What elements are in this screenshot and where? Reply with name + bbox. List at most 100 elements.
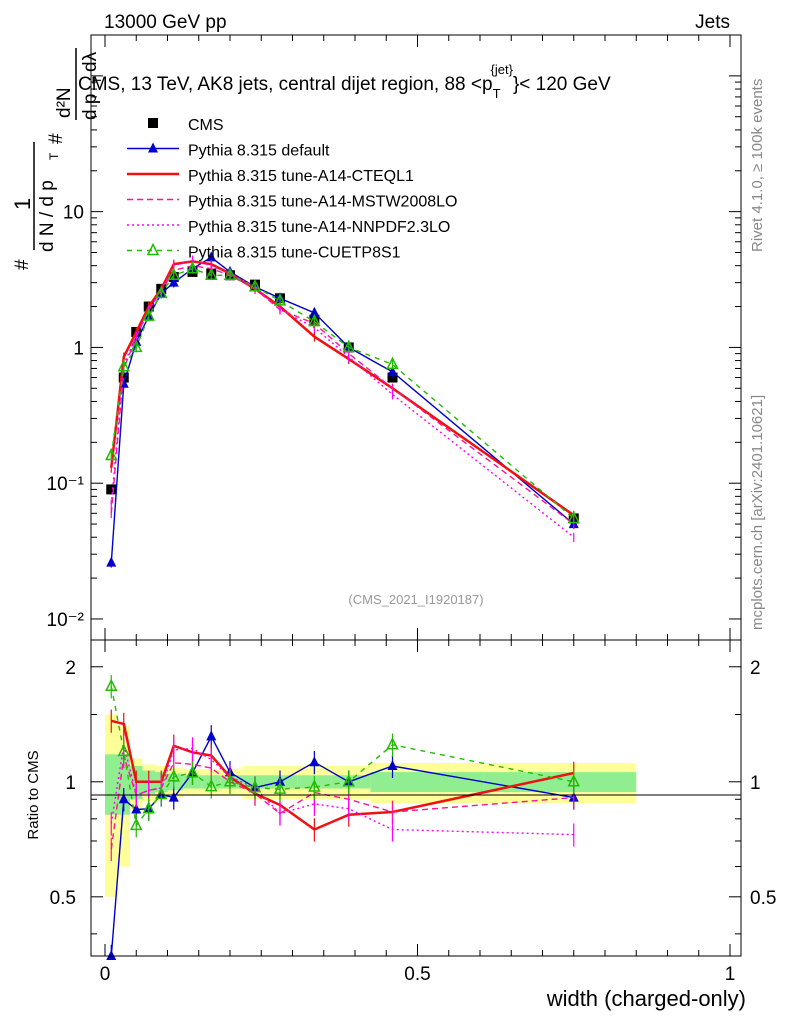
y-axis-label: # 1 d N / d p T # d²N d p T dλ xyxy=(10,48,104,270)
plot-title: CMS, 13 TeV, AK8 jets, central dijet reg… xyxy=(78,62,611,101)
data-point-pythia_default xyxy=(206,251,217,262)
y-tick-label: 10⁻¹ xyxy=(47,474,85,495)
ratio-y-tick-label-right: 2 xyxy=(750,658,761,679)
series-line-cteql1 xyxy=(110,260,575,517)
ratio-line-cuetp8s1 xyxy=(110,686,574,828)
series-line-mstw xyxy=(110,264,575,525)
plot-title-main: CMS, 13 TeV, AK8 jets, central dijet reg… xyxy=(78,74,493,95)
data-point-cuetp8s1 xyxy=(186,261,199,274)
data-point-cuetp8s1 xyxy=(223,267,237,281)
ratio-point-cuetp8s1 xyxy=(386,737,399,750)
ratio-y-tick-label-right: 0.5 xyxy=(750,888,776,909)
data-point-cuetp8s1 xyxy=(205,267,218,281)
ratio-point-cuetp8s1 xyxy=(142,801,155,814)
ratio-plot-frame xyxy=(90,639,742,957)
y-tick-label: 10⁻² xyxy=(47,610,85,631)
ratio-axis-label: Ratio to CMS xyxy=(25,750,42,839)
x-axis-label: width (charged-only) xyxy=(546,986,746,1011)
ratio-point-cuetp8s1 xyxy=(205,778,218,792)
x-tick-label: 1 xyxy=(725,964,736,985)
header-left: 13000 GeV pp xyxy=(104,12,227,33)
x-tick-label: 0.5 xyxy=(404,964,430,985)
data-point-cuetp8s1 xyxy=(248,279,262,292)
ratio-point-cuetp8s1 xyxy=(105,678,118,692)
data-point-cuetp8s1 xyxy=(117,359,130,372)
legend-label-cteql1: Pythia 8.315 tune-A14-CTEQL1 xyxy=(188,168,414,185)
data-point-pythia_default xyxy=(106,556,117,567)
ratio-y-tick-label: 2 xyxy=(65,658,76,679)
ratio-band-inner xyxy=(483,772,637,793)
data-point-cuetp8s1 xyxy=(273,293,287,306)
data-point-cuetp8s1 xyxy=(130,339,143,353)
ratio-point-pythia_default xyxy=(118,793,129,804)
y-label-dpt: d p xyxy=(80,94,101,120)
ratio-point-pythia_default xyxy=(309,756,320,767)
series-line-nnpdf xyxy=(110,259,575,538)
side-label-rivet: Rivet 4.1.0, ≥ 100k events xyxy=(749,79,766,252)
legend-label-cms: CMS xyxy=(188,117,224,134)
ratio-point-cuetp8s1 xyxy=(342,774,355,787)
ratio-point-pythia_default xyxy=(168,791,179,802)
legend-label-cuetp8s1: Pythia 8.315 tune-CUETP8S1 xyxy=(188,245,401,262)
x-tick-label: 0 xyxy=(100,964,111,985)
y-label-one: 1 xyxy=(10,198,35,210)
legend-label-mstw: Pythia 8.315 tune-A14-MSTW2008LO xyxy=(188,194,457,211)
y-label-dlambda: dλ xyxy=(80,51,101,72)
plot-title-sub: T xyxy=(493,86,501,101)
ratio-y-tick-label: 0.5 xyxy=(50,888,76,909)
ratio-point-pythia_default xyxy=(131,803,142,814)
ratio-point-cuetp8s1 xyxy=(155,786,168,800)
ratio-point-cuetp8s1 xyxy=(167,769,180,782)
header-right: Jets xyxy=(695,12,730,33)
data-point-cuetp8s1 xyxy=(386,356,399,370)
data-point-cuetp8s1 xyxy=(567,510,580,524)
data-point-pythia_default xyxy=(168,276,179,287)
y-label-T2: T xyxy=(90,76,104,84)
y-label-hash1: # xyxy=(12,259,33,270)
y-tick-label: 10 xyxy=(63,203,84,224)
ratio-y-tick-label: 1 xyxy=(65,773,76,794)
ratio-point-cuetp8s1 xyxy=(248,779,262,793)
data-point-cuetp8s1 xyxy=(342,339,355,353)
series-line-pythia_default xyxy=(110,256,575,563)
ratio-point-cuetp8s1 xyxy=(223,774,237,787)
y-label-dndpt: d N / d p xyxy=(37,180,58,252)
data-point-cms xyxy=(106,484,117,495)
ratio-point-pythia_default xyxy=(206,730,217,741)
y-label-d2n: d²N xyxy=(54,87,75,118)
data-point-pythia_default xyxy=(387,365,398,376)
y-tick-label: 1 xyxy=(73,338,84,359)
data-point-cuetp8s1 xyxy=(142,308,155,321)
plot-title-sup: {jet} xyxy=(491,62,514,77)
legend-marker-pythia_default xyxy=(148,142,158,153)
legend-marker-cuetp8s1 xyxy=(146,242,160,256)
data-point-cuetp8s1 xyxy=(105,447,118,461)
side-label-mcplots: mcplots.cern.ch [arXiv:2401.10621] xyxy=(749,395,766,630)
ratio-point-cuetp8s1 xyxy=(567,774,580,787)
ratio-line-mstw xyxy=(110,755,574,850)
legend-label-pythia_default: Pythia 8.315 default xyxy=(188,143,330,160)
ratio-y-tick-label-right: 1 xyxy=(750,773,761,794)
y-label-T1: T xyxy=(47,152,61,160)
ratio-point-cuetp8s1 xyxy=(273,781,287,794)
legend: CMS Pythia 8.315 default Pythia 8.315 tune… xyxy=(127,117,457,262)
legend-label-nnpdf: Pythia 8.315 tune-A14-NNPDF2.3LO xyxy=(188,219,450,236)
ratio-point-cuetp8s1 xyxy=(186,765,199,778)
ratio-band-inner xyxy=(370,772,484,793)
data-point-cuetp8s1 xyxy=(308,313,321,327)
ratio-point-cuetp8s1 xyxy=(308,779,321,792)
legend-marker-cms xyxy=(148,118,158,128)
series-line-cuetp8s1 xyxy=(110,267,575,519)
ratio-point-pythia_default xyxy=(106,950,117,960)
data-point-cms xyxy=(118,372,129,383)
ratio-point-pythia_default xyxy=(387,759,398,770)
data-point-pythia_default xyxy=(309,306,320,317)
data-point-cuetp8s1 xyxy=(155,285,168,299)
y-label-hash2: # xyxy=(46,133,67,144)
data-point-cms xyxy=(387,372,398,383)
analysis-watermark: (CMS_2021_I1920187) xyxy=(348,592,483,607)
data-point-cuetp8s1 xyxy=(167,267,180,281)
ratio-point-cuetp8s1 xyxy=(130,817,143,831)
ratio-point-cuetp8s1 xyxy=(117,743,130,757)
